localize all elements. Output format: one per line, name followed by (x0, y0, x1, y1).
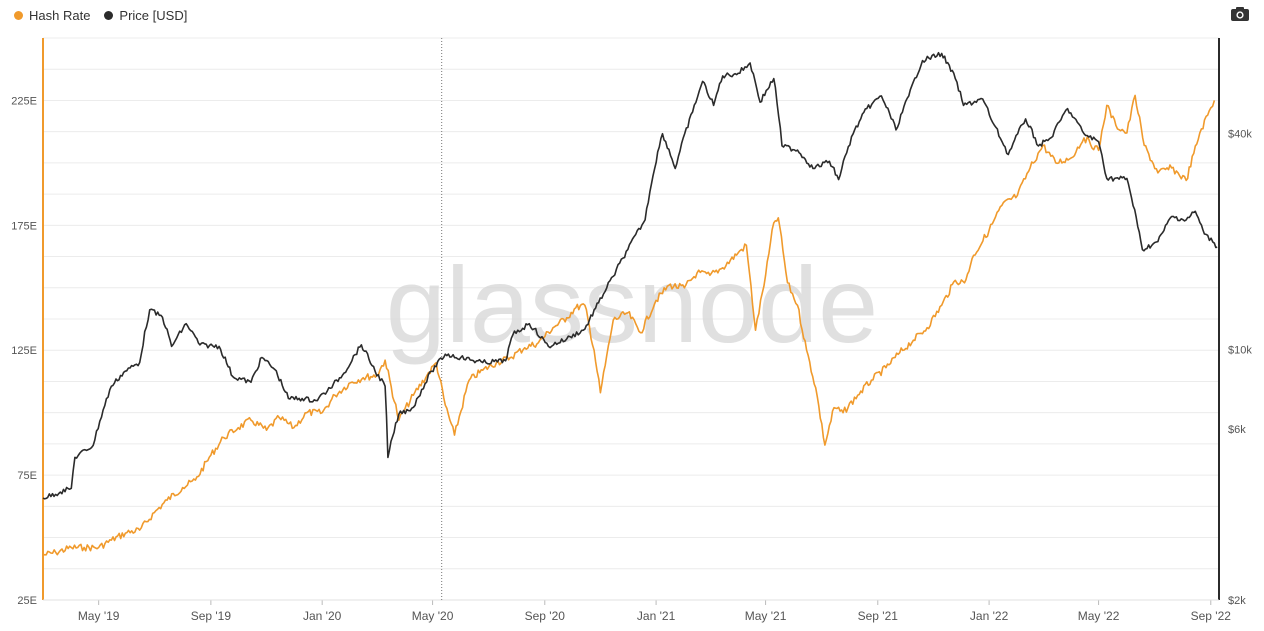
x-tick-label: May '20 (412, 609, 454, 623)
y-left-tick-label: 225E (11, 95, 37, 107)
y-left-tick-label: 125E (11, 345, 37, 357)
watermark: glassnode (386, 244, 878, 365)
y-right-tick-label: $40k (1228, 129, 1252, 141)
legend-item-hash-rate[interactable]: Hash Rate (14, 8, 90, 23)
legend-item-price[interactable]: Price [USD] (104, 8, 187, 23)
series-line-price (42, 51, 1218, 500)
x-tick-label: Jan '22 (970, 609, 1009, 623)
y-left-tick-label: 25E (17, 595, 37, 607)
x-tick-label: Jan '21 (637, 609, 676, 623)
y-left-tick-label: 75E (17, 470, 37, 482)
y-right-tick-label: $10k (1228, 345, 1252, 357)
y-left-tick-label: 175E (11, 220, 37, 232)
x-tick-label: May '19 (78, 609, 120, 623)
y-right-tick-label: $6k (1228, 424, 1246, 436)
hash-rate-dot-icon (14, 11, 23, 20)
legend-label-price: Price [USD] (119, 8, 188, 23)
series-line-hash-rate (42, 94, 1216, 556)
x-tick-label: Jan '20 (303, 609, 342, 623)
x-tick-label: Sep '21 (858, 609, 899, 623)
price-dot-icon (104, 11, 114, 20)
legend: Hash Rate Price [USD] (14, 8, 187, 23)
y-right-tick-label: $2k (1228, 595, 1246, 607)
x-tick-label: Sep '20 (525, 609, 566, 623)
camera-icon[interactable] (1230, 6, 1250, 22)
x-tick-label: Sep '19 (191, 609, 232, 623)
x-tick-label: Sep '22 (1191, 609, 1232, 623)
x-tick-label: May '22 (1078, 609, 1120, 623)
x-tick-label: May '21 (745, 609, 787, 623)
legend-label-hash-rate: Hash Rate (29, 8, 91, 23)
